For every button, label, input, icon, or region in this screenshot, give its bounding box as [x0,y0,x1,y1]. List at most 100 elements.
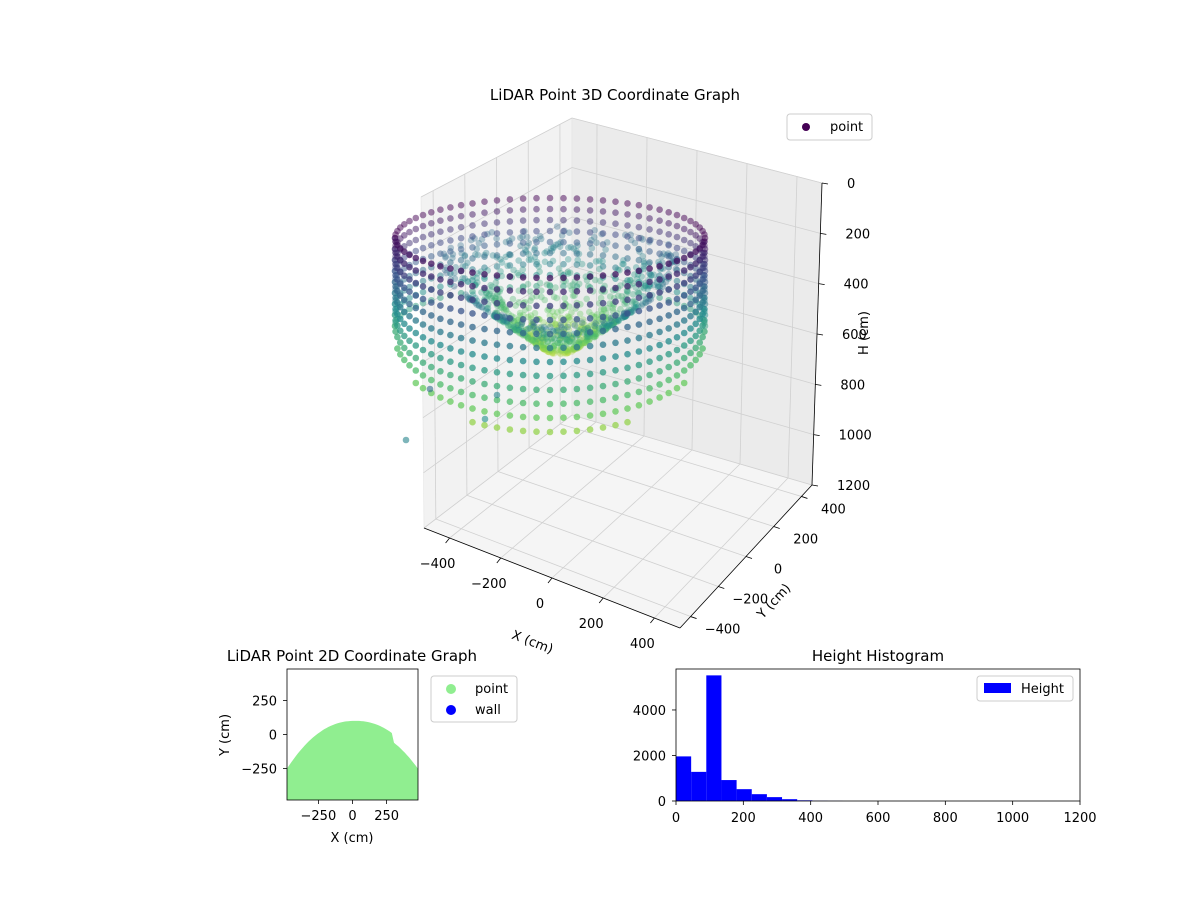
z-tick [811,484,819,487]
data-point [607,316,615,323]
data-point [565,303,573,310]
data-point [513,325,520,332]
data-point [519,427,527,435]
data-point [540,344,548,351]
data-point [565,244,572,251]
data-point [498,313,506,321]
data-point [612,367,619,374]
data-point [579,329,586,336]
data-point [533,400,540,408]
data-point [481,339,488,347]
data-point [557,350,564,358]
data-point [680,267,688,274]
data-point [507,323,515,331]
legend-height-label: Height [1021,682,1064,697]
data-point [487,287,495,295]
data-point [656,263,663,270]
data-point [412,354,420,362]
data-point [527,331,534,338]
data-point [554,339,561,347]
data-point [469,291,477,299]
data-point [527,312,535,319]
data-point [592,325,599,333]
data-point [581,339,588,347]
data-point [481,408,488,415]
x-tick-label: 250 [374,809,399,824]
data-point [419,277,427,285]
data-point [560,216,567,224]
data-point [469,378,476,385]
data-point [447,385,454,392]
data-point [696,280,703,288]
data-point [426,385,434,393]
data-point [656,354,663,362]
chart-2d: LiDAR Point 2D Coordinate Graph −250 0 250… [218,647,518,846]
data-point [539,326,546,333]
data-point [516,309,524,317]
data-point [551,320,559,327]
data-point [541,249,548,257]
data-point [635,361,643,369]
data-point [428,286,435,293]
data-point [538,343,546,351]
data-point [680,214,688,222]
data-point [534,335,541,343]
data-point [635,294,643,302]
data-point [646,215,653,222]
data-point [680,225,688,233]
data-point [541,258,549,266]
data-point [529,321,537,329]
data-point [612,339,619,347]
data-point [574,323,581,330]
data-point [540,345,547,352]
data-point [457,212,465,220]
data-point [551,350,558,357]
data-point [583,295,590,303]
data-point [566,282,574,290]
data-point [437,294,444,302]
data-point [513,324,521,332]
data-point [573,371,581,379]
data-point [530,337,537,345]
data-point [553,223,561,230]
data-point [635,201,643,209]
data-point [546,323,554,331]
data-point [437,328,444,336]
x-tick-label: 600 [866,811,891,826]
data-point [519,261,527,268]
data-point [586,229,594,236]
data-point [673,334,681,341]
data-point [665,299,672,306]
data-point [560,358,567,366]
data-point [406,288,413,296]
data-point [447,398,454,405]
data-point [406,239,413,247]
data-point [561,294,568,302]
data-point [502,305,509,313]
data-point [401,320,408,328]
data-point [531,338,539,345]
data-point [401,232,408,239]
data-point [583,337,591,345]
data-point [523,233,531,241]
data-point [573,316,581,323]
data-point [581,321,588,328]
y-tick [690,616,697,619]
data-point [578,325,586,333]
data-point [624,244,631,251]
data-point [564,268,572,276]
z-tick-label: 600 [842,328,867,343]
data-point [419,359,427,367]
data-point [584,336,591,344]
data-point [481,198,488,205]
data-point [564,323,571,331]
data-point [692,308,699,316]
data-point [512,302,519,309]
data-point [560,400,567,408]
data-point [673,257,681,265]
data-point [573,357,581,365]
data-point [506,229,514,236]
data-point [591,319,598,327]
data-point [428,325,435,332]
data-point [556,336,563,343]
